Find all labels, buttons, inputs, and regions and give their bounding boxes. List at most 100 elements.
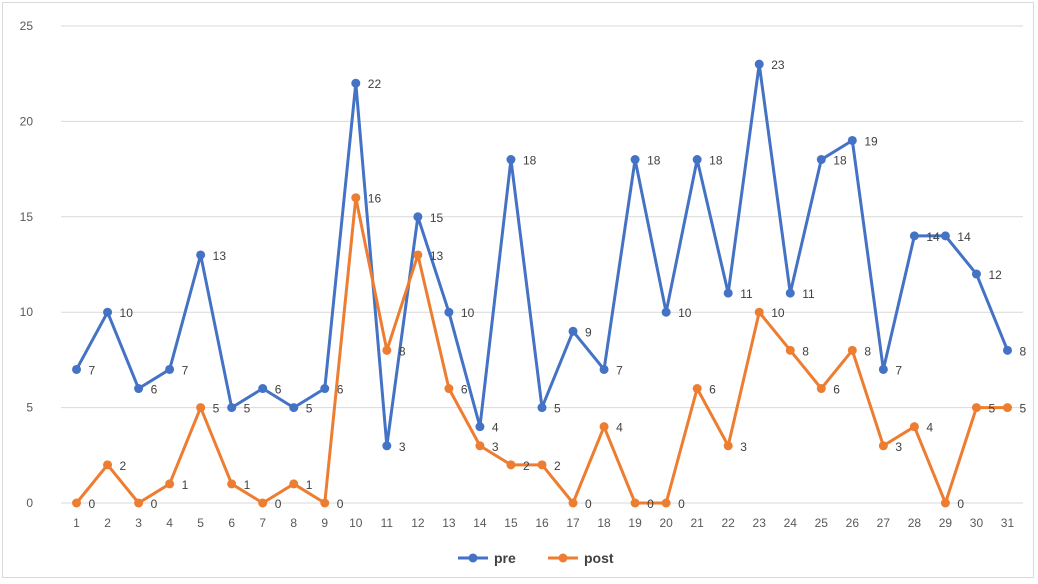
data-label-post: 3	[740, 440, 747, 454]
data-label-post: 2	[120, 459, 127, 473]
data-point-pre	[72, 364, 82, 374]
x-tick-label: 21	[690, 516, 704, 530]
data-label-pre: 10	[461, 306, 475, 320]
data-point-post	[785, 345, 795, 355]
data-label-pre: 18	[833, 154, 847, 168]
data-label-post: 5	[213, 402, 220, 416]
data-label-post: 0	[89, 497, 96, 511]
data-point-pre	[1002, 345, 1012, 355]
data-label-post: 1	[244, 478, 251, 492]
data-label-post: 0	[585, 497, 592, 511]
data-point-pre	[661, 307, 671, 317]
y-tick-label: 5	[26, 401, 33, 415]
data-label-pre: 11	[740, 287, 753, 301]
x-tick-label: 19	[628, 516, 642, 530]
y-tick-label: 10	[20, 305, 34, 319]
x-tick-label: 18	[597, 516, 611, 530]
data-label-post: 2	[554, 459, 561, 473]
x-tick-label: 30	[970, 516, 984, 530]
data-label-pre: 7	[616, 363, 623, 377]
data-label-pre: 10	[120, 306, 134, 320]
data-label-post: 8	[864, 344, 871, 358]
x-tick-label: 29	[939, 516, 953, 530]
legend-item-post: post	[548, 550, 614, 566]
data-point-pre	[165, 364, 175, 374]
data-point-post	[289, 479, 299, 489]
data-label-pre: 18	[647, 154, 661, 168]
data-point-pre	[847, 135, 857, 145]
data-point-post	[537, 460, 547, 470]
x-tick-label: 8	[290, 516, 297, 530]
x-tick-label: 14	[473, 516, 487, 530]
data-point-post	[382, 345, 392, 355]
data-point-post	[351, 193, 361, 203]
data-label-pre: 5	[554, 402, 561, 416]
data-point-post	[72, 498, 82, 508]
y-axis-ticks: 0 5 10 15 20 25	[20, 19, 34, 510]
data-point-post	[475, 441, 485, 451]
data-label-pre: 11	[802, 287, 815, 301]
x-tick-label: 4	[166, 516, 173, 530]
x-tick-label: 12	[411, 516, 425, 530]
data-label-post: 6	[461, 383, 468, 397]
data-point-pre	[754, 59, 764, 69]
data-label-pre: 14	[926, 230, 940, 244]
data-label-post: 3	[895, 440, 902, 454]
data-label-pre: 7	[89, 363, 96, 377]
x-tick-label: 25	[815, 516, 829, 530]
data-point-post	[506, 460, 516, 470]
data-label-post: 0	[647, 497, 654, 511]
data-label-post: 1	[182, 478, 189, 492]
data-point-pre	[630, 155, 640, 165]
data-point-post	[103, 460, 113, 470]
data-point-post	[258, 498, 268, 508]
legend-item-pre: pre	[458, 550, 516, 566]
x-tick-label: 7	[259, 516, 266, 530]
data-point-pre	[940, 231, 950, 241]
data-label-post: 0	[957, 497, 964, 511]
data-point-pre	[506, 155, 516, 165]
data-point-post	[754, 307, 764, 317]
x-tick-label: 1	[73, 516, 80, 530]
data-point-pre	[444, 307, 454, 317]
legend: pre post	[458, 550, 614, 566]
data-label-pre: 6	[337, 383, 344, 397]
data-point-pre	[971, 269, 981, 279]
data-point-pre	[134, 384, 144, 394]
data-point-pre	[537, 403, 547, 413]
data-label-pre: 6	[275, 383, 282, 397]
data-label-post: 4	[926, 421, 933, 435]
data-label-post: 0	[678, 497, 685, 511]
data-label-post: 5	[988, 402, 995, 416]
y-tick-label: 15	[20, 210, 34, 224]
x-tick-label: 3	[135, 516, 142, 530]
x-tick-label: 22	[722, 516, 736, 530]
legend-swatch-marker	[558, 553, 568, 563]
x-tick-label: 20	[659, 516, 673, 530]
data-label-pre: 4	[492, 421, 499, 435]
data-label-pre: 12	[988, 268, 1002, 282]
data-label-pre: 15	[430, 211, 444, 225]
data-label-pre: 7	[895, 363, 902, 377]
data-label-post: 6	[833, 383, 840, 397]
gridlines	[61, 25, 1023, 504]
data-point-post	[847, 345, 857, 355]
data-point-pre	[351, 78, 361, 88]
legend-label: pre	[494, 550, 516, 566]
data-point-post	[816, 384, 826, 394]
data-point-pre	[413, 212, 423, 222]
data-point-pre	[723, 288, 733, 298]
data-point-post	[444, 384, 454, 394]
data-label-pre: 14	[957, 230, 971, 244]
x-tick-label: 28	[908, 516, 922, 530]
data-label-pre: 8	[1019, 344, 1026, 358]
x-tick-label: 31	[1001, 516, 1015, 530]
y-tick-label: 25	[20, 19, 34, 33]
data-point-pre	[320, 384, 330, 394]
data-point-post	[413, 250, 423, 260]
data-label-post: 0	[337, 497, 344, 511]
x-tick-label: 23	[753, 516, 767, 530]
